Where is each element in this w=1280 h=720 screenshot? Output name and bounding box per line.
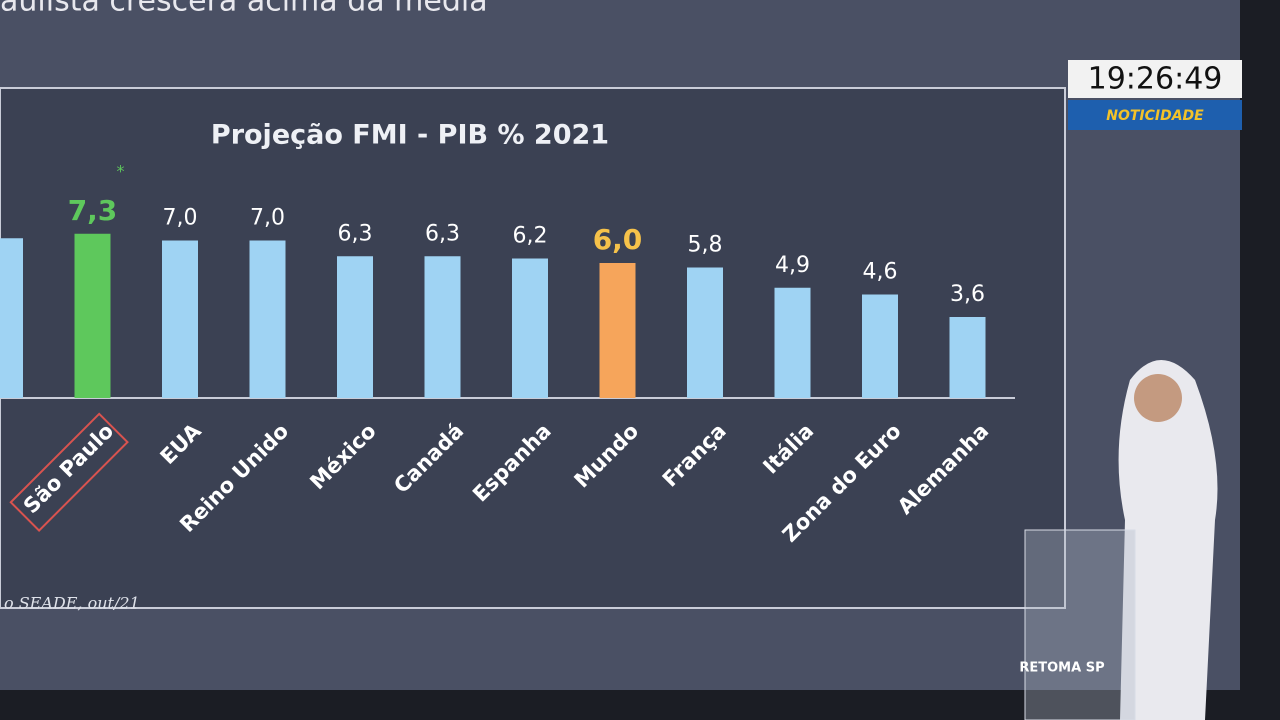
- clock-box: [1068, 60, 1242, 98]
- bar: [424, 256, 461, 398]
- bar: [949, 317, 986, 398]
- value-label: 6,2: [513, 224, 548, 249]
- podium: [1024, 529, 1136, 720]
- clock: 19:26:49: [1088, 62, 1223, 97]
- value-label: 6,3: [338, 221, 373, 246]
- highlight-box: [9, 412, 129, 532]
- highlight-marker: *: [117, 161, 125, 180]
- source: o SEADE, out/21: [4, 594, 140, 613]
- bar: [512, 258, 548, 398]
- bar: [74, 233, 111, 398]
- presenter-head: [1134, 374, 1182, 422]
- value-label: 7,0: [163, 206, 198, 231]
- bar: [862, 294, 898, 398]
- channel-box: [1068, 100, 1242, 130]
- value-label: 7,3: [68, 194, 118, 227]
- value-label: 4,6: [863, 260, 898, 285]
- chart-title: Projeção FMI - PIB % 2021: [211, 120, 609, 151]
- value-label: 3,6: [950, 282, 985, 307]
- value-label: 4,9: [775, 253, 810, 278]
- bar: [599, 263, 636, 398]
- value-label: 6,3: [425, 221, 460, 246]
- value-label: 5,8: [688, 233, 723, 258]
- channel: NOTICIDADE: [1106, 108, 1204, 124]
- headline: aulista crescerá acima da média: [0, 0, 488, 19]
- bar: [774, 287, 811, 398]
- bar: [162, 240, 198, 398]
- podium-label: RETOMA SP: [1019, 661, 1104, 676]
- value-label: 6,0: [593, 223, 643, 256]
- value-label: 7,0: [250, 206, 285, 231]
- bar: [687, 267, 723, 398]
- bar: [337, 256, 373, 398]
- bar: [0, 238, 23, 398]
- presenter: [1118, 360, 1218, 720]
- bar: [249, 240, 286, 398]
